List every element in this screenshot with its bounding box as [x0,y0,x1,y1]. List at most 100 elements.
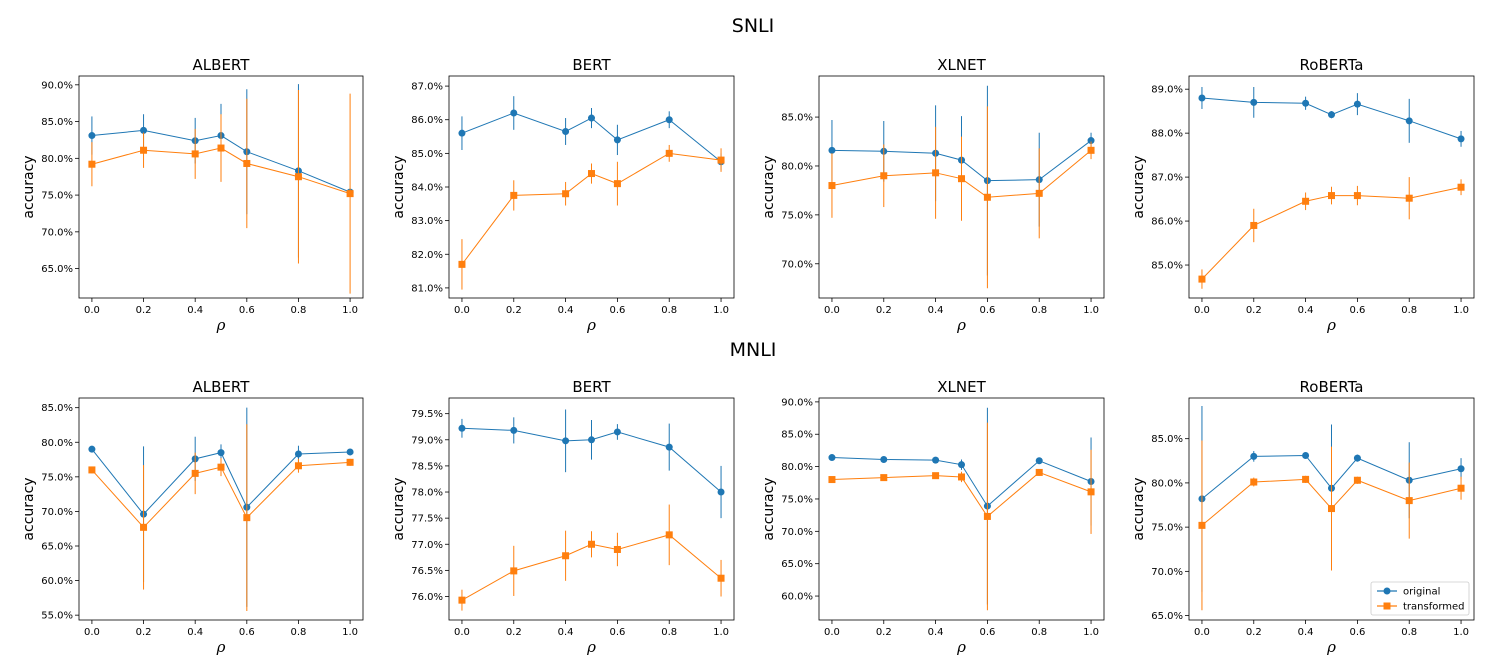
data-point [88,445,96,453]
data-point [1198,521,1206,529]
y-tick-label: 86.0% [1151,217,1183,228]
data-point [588,170,595,178]
data-point [1250,98,1258,106]
x-tick-label: 0.6 [1349,627,1365,638]
plot-frame [818,397,1105,621]
x-tick-label: 0.2 [506,627,522,638]
data-point [1035,189,1043,197]
data-point [1328,192,1335,200]
x-tick-label: 1.0 [713,305,729,316]
x-tick-label: 0.0 [824,627,840,638]
data-point [828,146,836,154]
panel-snli-albert: ALBERT 65.0% 70.0% 75.0% 80.0% 85.0% 90.0% 0.0 0… [21,56,364,334]
data-point [1250,221,1258,229]
series-original [828,407,1095,605]
data-point [1328,505,1335,513]
section-title-snli: SNLI [732,15,774,37]
x-tick-label: 0.0 [1194,627,1210,638]
y-axis-label: accuracy [761,155,777,218]
x-tick-label: 1.0 [1453,305,1469,316]
data-point [243,514,251,522]
data-point [958,473,965,481]
data-point [932,456,940,464]
legend-entry-transformed: transformed [1377,602,1465,613]
y-tick-label: 70.0% [1151,567,1183,578]
x-tick-label: 0.6 [239,305,255,316]
x-tick-label: 0.4 [558,627,574,638]
data-point [140,146,148,154]
x-tick-label: 0.8 [291,305,307,316]
y-tick-label: 75.0% [781,494,813,505]
x-tick-label: 0.0 [824,305,840,316]
panel-mnli-bert: BERT 76.0% 76.5% 77.0% 77.5% 78.0% 78.5% 79.0% 7… [391,378,735,656]
x-tick-label: 0.8 [661,305,677,316]
legend-label: original [1403,587,1440,598]
x-axis-label: ρ [216,316,226,334]
panels: ALBERT 65.0% 70.0% 75.0% 80.0% 85.0% 90.0% 0.0 0… [21,56,1475,656]
data-point [510,567,518,575]
x-axis-label: ρ [956,638,966,656]
data-point [588,114,595,122]
y-tick-label: 82.0% [411,250,443,261]
data-point [1250,452,1258,460]
data-point [562,552,570,560]
y-tick-label: 87.0% [1151,173,1183,184]
data-point [932,472,940,480]
y-tick-label: 60.0% [41,576,73,587]
x-axis-label: ρ [1326,638,1336,656]
series-original [1198,86,1465,147]
data-point [1035,468,1043,476]
data-point [1353,192,1361,200]
y-tick-label: 85.0% [1151,261,1183,272]
series-transformed [88,89,354,294]
x-tick-label: 0.6 [979,627,995,638]
data-point [191,150,199,158]
y-tick-label: 80.0% [41,154,73,165]
x-tick-label: 0.6 [609,627,625,638]
y-tick-label: 85.0% [781,430,813,441]
data-point [613,545,621,553]
series-transformed [828,422,1095,611]
data-point [458,596,466,604]
plot-frame [78,75,364,299]
y-tick-label: 78.5% [411,461,443,472]
y-tick-label: 88.0% [1151,129,1183,140]
y-tick-label: 55.0% [41,611,73,622]
legend-marker [1383,602,1391,610]
x-axis-label: ρ [956,316,966,334]
y-tick-label: 81.0% [411,283,443,294]
legend-entry-original: original [1377,587,1440,598]
plot-frame [448,397,735,621]
data-point [140,126,148,134]
x-tick-label: 0.0 [1194,305,1210,316]
data-point [1457,484,1465,492]
series-transformed [828,106,1095,289]
panel-mnli-roberta: RoBERTa 65.0% 70.0% 75.0% 80.0% 85.0% 0.0 0.2 0.… [1131,378,1475,656]
data-point [88,466,96,474]
panel-snli-xlnet: XLNET 70.0% 75.0% 80.0% 85.0% 0.0 0.2 0.4 0.6 0.8… [761,56,1105,334]
data-point [1328,111,1335,119]
data-point [1353,454,1361,462]
data-point [1302,475,1310,483]
data-point [1405,497,1413,505]
data-point [562,128,570,135]
plot-frame [1188,75,1475,299]
y-axis-label: accuracy [1131,477,1147,540]
panel-title: RoBERTa [1300,378,1364,396]
legend-label: transformed [1403,602,1465,613]
y-axis-label: accuracy [21,477,37,540]
data-point [828,182,836,190]
data-point [1302,451,1310,459]
y-tick-label: 85.0% [781,113,813,124]
panel-title: XLNET [937,378,986,396]
data-point [828,476,836,484]
x-tick-label: 0.0 [84,627,100,638]
data-point [1457,135,1465,143]
x-tick-label: 0.4 [928,305,944,316]
plot-frame [448,75,735,299]
x-tick-label: 1.0 [1083,305,1099,316]
y-tick-label: 86.0% [411,115,443,126]
x-tick-label: 0.8 [1401,305,1417,316]
y-axis-label: accuracy [761,477,777,540]
